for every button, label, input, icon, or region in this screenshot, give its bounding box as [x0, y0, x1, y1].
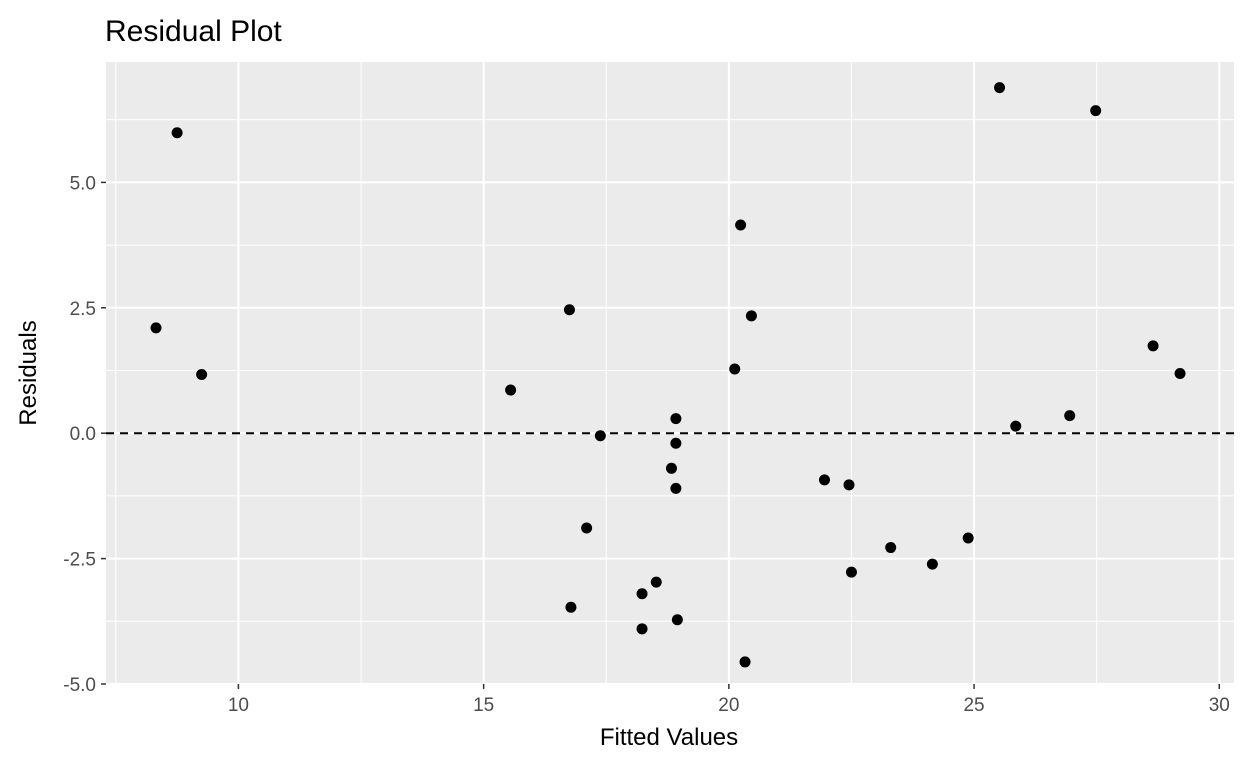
y-tick-label: -5.0	[63, 675, 96, 696]
data-point	[636, 623, 648, 635]
data-point	[636, 588, 648, 600]
y-tick-label: 2.5	[70, 299, 96, 320]
chart-title: Residual Plot	[105, 15, 282, 48]
y-axis-ticks: -5.0 -2.5 0.0 2.5 5.0	[63, 173, 106, 696]
y-tick-label: 5.0	[70, 173, 96, 194]
data-point	[845, 566, 857, 578]
data-point	[563, 304, 575, 316]
plot-panel	[106, 62, 1234, 684]
data-point	[671, 614, 683, 626]
data-point	[670, 482, 682, 494]
data-point	[994, 82, 1006, 94]
x-axis-label: Fitted Values	[600, 724, 738, 751]
data-point	[650, 576, 662, 588]
data-point	[735, 219, 747, 231]
data-point	[843, 479, 855, 491]
minor-gridlines	[106, 62, 1234, 684]
data-point	[1147, 340, 1159, 352]
data-point	[581, 522, 593, 534]
data-point	[150, 322, 162, 334]
data-point	[1064, 410, 1076, 422]
data-points	[150, 82, 1186, 668]
x-axis-ticks: 10 15 20 25 30	[228, 684, 1230, 716]
data-point	[670, 413, 682, 425]
y-tick-label: -2.5	[63, 550, 96, 571]
data-point	[1090, 105, 1102, 117]
data-point	[670, 437, 682, 449]
data-point	[885, 542, 897, 554]
x-tick-label: 30	[1209, 695, 1230, 716]
data-point	[505, 384, 517, 396]
x-tick-label: 20	[718, 695, 739, 716]
y-tick-label: 0.0	[70, 424, 96, 445]
data-point	[729, 363, 741, 375]
data-point	[665, 462, 677, 474]
data-point	[926, 558, 938, 570]
x-tick-label: 25	[963, 695, 984, 716]
data-point	[171, 127, 183, 139]
data-point	[745, 310, 757, 322]
data-point	[818, 474, 830, 486]
data-point	[962, 532, 974, 544]
data-point	[565, 601, 577, 613]
data-point	[739, 656, 751, 668]
data-point	[1010, 420, 1022, 432]
data-point	[594, 430, 606, 442]
data-point	[196, 369, 208, 381]
y-axis-label: Residuals	[15, 320, 42, 425]
x-tick-label: 15	[473, 695, 494, 716]
x-tick-label: 10	[228, 695, 249, 716]
data-point	[1174, 368, 1186, 380]
